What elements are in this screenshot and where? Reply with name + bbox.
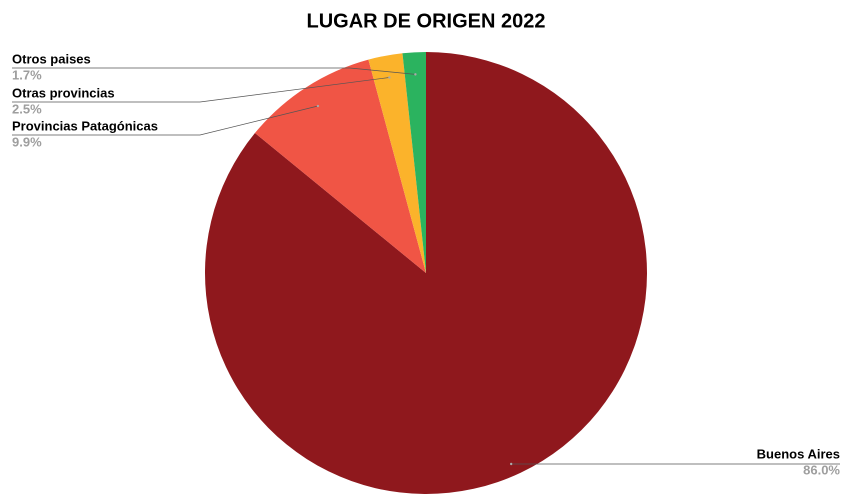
leader-dot	[316, 104, 320, 108]
slice-label: Provincias Patagónicas	[12, 118, 158, 133]
pie-slice	[402, 52, 426, 273]
slice-value-label: 86.0%	[803, 462, 840, 477]
leader-line	[12, 77, 390, 103]
slice-value-label: 9.9%	[12, 134, 42, 149]
slice-label: Otras provincias	[12, 85, 115, 100]
leader-line	[12, 105, 319, 136]
leader-line	[12, 67, 416, 75]
leader-dot	[509, 462, 513, 466]
slice-value-label: 1.7%	[12, 67, 42, 82]
leader-dot	[388, 76, 391, 79]
pie-slice	[254, 59, 426, 273]
slice-value-label: 2.5%	[12, 101, 42, 116]
leader-dot	[414, 73, 417, 76]
slice-label: Otros paises	[12, 51, 91, 66]
pie-slice	[368, 53, 426, 273]
slice-label: Buenos Aires	[757, 446, 840, 461]
chart-title: LUGAR DE ORIGEN 2022	[307, 10, 546, 32]
